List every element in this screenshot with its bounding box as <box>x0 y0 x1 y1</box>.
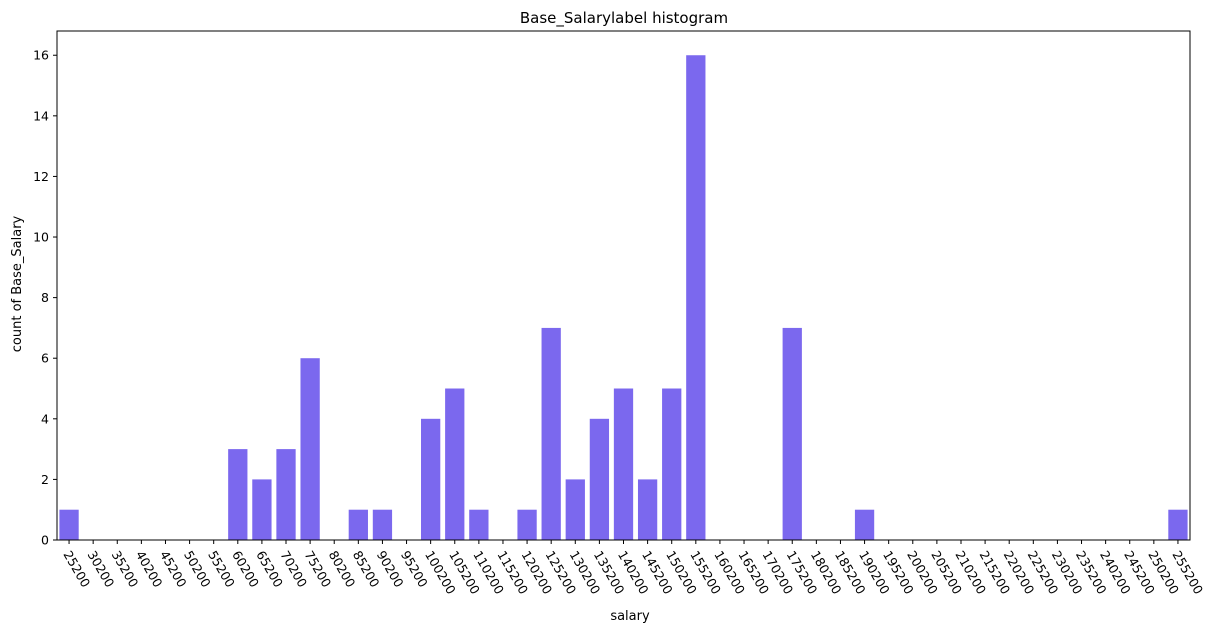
y-tick-label: 4 <box>41 411 49 426</box>
bars-group <box>59 55 1188 540</box>
x-axis-ticks: 2520030200352004020045200502005520060200… <box>60 540 1206 597</box>
bar-140200 <box>613 388 634 540</box>
y-axis-ticks: 0 2 4 6 8 10 12 14 16 <box>33 48 57 548</box>
x-axis-title: salary <box>610 609 650 624</box>
bar-175200 <box>782 327 802 540</box>
y-axis-title: count of Base_Salary <box>10 215 25 352</box>
bar-135200 <box>589 418 610 540</box>
y-tick-label: 0 <box>41 533 49 548</box>
bar-125200 <box>541 327 561 540</box>
y-tick-label: 8 <box>41 290 49 305</box>
bar-155200 <box>686 55 706 540</box>
y-tick-label: 6 <box>41 351 49 366</box>
bar-190200 <box>854 509 875 540</box>
bar-60200 <box>228 449 248 540</box>
bar-90200 <box>372 509 393 540</box>
bar-70200 <box>276 449 296 540</box>
y-tick-label: 10 <box>33 230 49 245</box>
bar-120200 <box>517 509 537 540</box>
chart-title: Base_Salarylabel histogram <box>520 9 728 28</box>
y-tick-label: 12 <box>33 169 49 184</box>
bar-130200 <box>565 479 585 540</box>
y-tick-label: 16 <box>33 48 49 63</box>
bar-25200 <box>59 509 79 540</box>
bar-85200 <box>348 509 368 540</box>
bar-65200 <box>252 479 272 540</box>
plot-frame <box>56 30 1191 541</box>
bar-75200 <box>300 358 320 540</box>
bar-110200 <box>469 509 489 540</box>
y-tick-label: 2 <box>41 472 49 487</box>
bar-100200 <box>421 418 441 540</box>
y-tick-label: 14 <box>33 108 49 123</box>
bar-255200 <box>1168 509 1188 540</box>
bar-105200 <box>445 388 465 540</box>
bar-145200 <box>637 479 658 540</box>
bar-150200 <box>662 388 682 540</box>
